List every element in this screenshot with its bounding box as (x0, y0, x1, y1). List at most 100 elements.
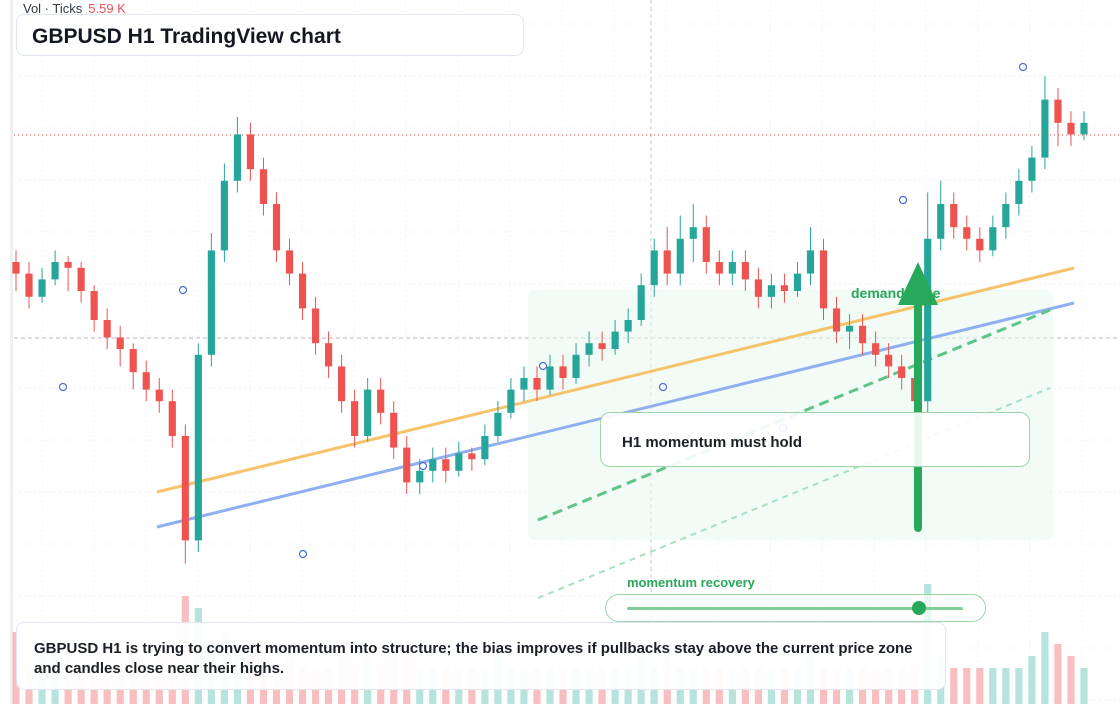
candle-body (624, 320, 632, 332)
candle-body (468, 453, 476, 460)
candle-body (155, 389, 163, 402)
candle-body (1028, 157, 1036, 181)
candle-body (377, 389, 385, 413)
volume-legend-value: 5.59 K (88, 1, 126, 16)
volume-legend-label: Vol · Ticks (23, 1, 83, 16)
point-marker (298, 549, 308, 559)
green-dashed-channel-lower (537, 387, 1051, 599)
slider-track (627, 607, 963, 610)
candle-body (559, 366, 567, 378)
momentum-recovery-slider[interactable] (605, 594, 986, 622)
candle-body (220, 180, 228, 251)
candle-body (637, 285, 645, 320)
point-marker (538, 361, 548, 371)
summary-box: GBPUSD H1 is trying to convert momentum … (16, 622, 946, 690)
volume-bar (1015, 668, 1023, 704)
point-marker (418, 461, 428, 471)
candle-body (390, 412, 398, 448)
candle-body (494, 412, 502, 436)
candle-body (1054, 99, 1062, 123)
momentum-recovery-label: momentum recovery (627, 575, 755, 590)
candle-body (259, 169, 268, 204)
candle-body (885, 354, 893, 367)
candle-body (859, 325, 867, 344)
candle-body (663, 250, 671, 274)
candle-body (728, 262, 736, 274)
candle-body (416, 470, 424, 483)
volume-bar (950, 668, 958, 704)
candle-body (403, 447, 411, 483)
summary-text: GBPUSD H1 is trying to convert momentum … (34, 640, 913, 677)
candle-body (338, 366, 346, 402)
candle-body (51, 262, 59, 280)
chart-title: GBPUSD H1 TradingView chart (32, 25, 341, 48)
candle-body (832, 308, 841, 332)
volume-bar (1041, 632, 1049, 704)
candle-body (676, 238, 684, 274)
candle-body (702, 227, 710, 262)
volume-bar (1028, 656, 1036, 704)
candle-body (898, 366, 906, 378)
candle-body (181, 436, 189, 541)
point-marker (58, 382, 68, 392)
candle-body (142, 372, 150, 390)
candle-body (976, 238, 984, 251)
candle-body (963, 227, 971, 239)
candle-body (64, 262, 72, 268)
candle-body (455, 453, 463, 471)
candle-body (806, 250, 815, 274)
up-arrow-head (898, 262, 938, 305)
volume-bar (1054, 644, 1062, 704)
chart-title-box: GBPUSD H1 TradingView chart (16, 14, 524, 56)
candle-body (989, 227, 997, 251)
candle-body (611, 331, 619, 349)
left-edge-rule (10, 0, 13, 704)
candle-body (1015, 180, 1023, 204)
point-marker (658, 382, 668, 392)
slider-knob[interactable] (912, 601, 927, 615)
candle-body (533, 378, 541, 390)
candle-body (298, 273, 307, 309)
candle-body (12, 262, 20, 274)
candle-body (38, 279, 46, 297)
candle-body (325, 343, 333, 367)
candle-body (598, 343, 606, 349)
volume-bar (1080, 668, 1088, 704)
candle-body (168, 401, 176, 436)
candle-body (937, 204, 945, 239)
candle-body (793, 273, 802, 291)
candles (12, 76, 1088, 564)
volume-bar (976, 668, 984, 704)
candle-body (650, 250, 658, 286)
candle-body (520, 378, 528, 390)
candle-body (272, 204, 281, 251)
candle-body (1067, 122, 1075, 135)
candle-body (1080, 122, 1088, 135)
volume-bar (1002, 668, 1010, 704)
candle-body (819, 250, 828, 309)
candle-body (1002, 204, 1010, 228)
candle-body (481, 436, 489, 460)
point-marker (898, 195, 908, 205)
volume-bar (963, 668, 971, 704)
candle-body (429, 459, 437, 471)
candle-body (741, 262, 749, 280)
candle-body (77, 267, 85, 291)
candle-body (90, 291, 98, 320)
candle-body (207, 250, 215, 355)
candle-body (194, 354, 202, 541)
candle-body (285, 250, 294, 274)
candle-body (116, 337, 124, 349)
candle-body (754, 279, 762, 297)
point-marker (1018, 62, 1028, 72)
volume-legend: Vol · Ticks 5.59 K (23, 1, 126, 16)
candle-body (689, 227, 697, 239)
candle-body (103, 320, 111, 338)
volume-bar (1067, 656, 1075, 704)
candle-body (1041, 99, 1049, 158)
candle-body (311, 308, 320, 344)
candle-body (546, 366, 554, 390)
candle-body (246, 134, 255, 170)
candle-body (351, 401, 359, 436)
candle-body (950, 204, 958, 228)
